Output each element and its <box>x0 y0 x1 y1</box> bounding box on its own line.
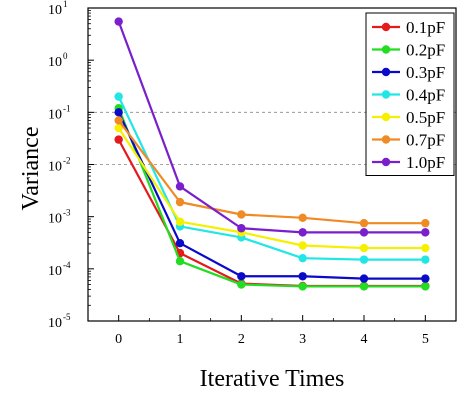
series-0-4pf-point <box>359 255 369 264</box>
series-0-4pf-point <box>298 253 307 263</box>
series-0-2pf-point <box>237 280 246 289</box>
series-0-3pf-point <box>421 274 430 283</box>
legend-swatch-marker <box>381 67 391 77</box>
axis-ticks <box>88 7 426 322</box>
y-tick-exponent: -5 <box>63 312 71 322</box>
y-tick-label: 10 -3 <box>48 208 71 227</box>
y-tick-base: 10 <box>48 264 62 279</box>
legend-swatch-marker <box>381 112 391 122</box>
series-0-7pf <box>114 116 430 228</box>
legend-entry-0-7pf: 0.7pF <box>372 131 445 150</box>
y-tick-label: 10 -5 <box>48 312 71 331</box>
series-0-3pf-point <box>359 274 369 283</box>
y-tick-base: 10 <box>48 316 62 331</box>
series-0-4pf-point <box>421 255 430 264</box>
series-1-0pf-point <box>298 228 307 237</box>
series-0-5pf-point <box>175 217 185 226</box>
series-0-7pf-point <box>114 116 123 125</box>
legend-entry-0-4pf: 0.4pF <box>372 86 445 105</box>
legend-swatch-marker <box>381 135 391 144</box>
x-tick-label: 5 <box>422 332 429 347</box>
series-1-0pf <box>114 17 430 237</box>
legend-label: 0.2pF <box>406 41 445 60</box>
series-0-3pf-point <box>114 108 123 117</box>
legend-label: 1.0pF <box>406 153 445 172</box>
series-0-2pf-point <box>175 257 185 266</box>
legend-swatch-marker <box>381 45 391 54</box>
y-tick-base: 10 <box>48 55 62 70</box>
legend-swatch-marker <box>381 22 391 32</box>
y-tick-base: 10 <box>48 107 62 122</box>
series-0-5pf-point <box>359 243 369 253</box>
legend-label: 0.5pF <box>406 108 445 127</box>
series-0-2pf <box>114 104 430 291</box>
x-tick-labels: 0 1 2 3 4 5 <box>115 332 429 347</box>
legend-entry-0-1pf: 0.1pF <box>372 18 445 37</box>
series-0-2pf-point <box>359 282 369 291</box>
series-0-2pf-line <box>117 107 426 288</box>
legend-label: 0.1pF <box>406 18 445 37</box>
y-tick-label: 10 1 <box>48 0 68 18</box>
legend: 0.1pF 0.2pF 0.3pF 0.4pF 0.5pF 0.7pF 1.0pF <box>365 12 455 176</box>
series-0-7pf-line <box>117 119 426 225</box>
series-0-7pf-point <box>237 210 246 219</box>
x-tick-label: 4 <box>361 332 368 347</box>
series-0-1pf-point <box>114 135 123 144</box>
x-tick-label: 1 <box>177 332 184 347</box>
y-tick-base: 10 <box>48 3 62 18</box>
series-0-3pf <box>114 108 430 283</box>
legend-swatch-marker <box>381 157 391 167</box>
series-0-5pf-line <box>117 127 426 250</box>
y-tick-exponent: -2 <box>63 156 71 166</box>
legend-label: 0.7pF <box>406 131 445 150</box>
y-axis-title: Variance <box>18 127 44 211</box>
legend-swatch-marker <box>381 90 391 99</box>
legend-label: 0.3pF <box>406 63 445 82</box>
legend-entry-1-0pf: 1.0pF <box>372 153 445 172</box>
x-tick-label: 2 <box>238 332 245 347</box>
y-tick-base: 10 <box>48 212 62 227</box>
series-0-5pf <box>114 123 430 253</box>
series-0-3pf-line <box>117 111 426 280</box>
y-tick-exponent: -1 <box>63 103 71 113</box>
series-0-5pf-point <box>114 123 123 133</box>
y-tick-label: 10 -4 <box>48 260 71 279</box>
series-1-0pf-line <box>117 21 426 234</box>
series-1-0pf-point <box>359 228 369 237</box>
y-tick-exponent: -3 <box>63 208 71 218</box>
series-1-0pf-point <box>421 228 430 237</box>
series-0-7pf-point <box>175 197 185 207</box>
series-0-2pf-point <box>421 282 430 291</box>
legend-label: 0.4pF <box>406 86 445 105</box>
y-tick-label: 10 -2 <box>48 156 71 175</box>
y-tick-base: 10 <box>48 160 62 175</box>
legend-entry-0-5pf: 0.5pF <box>372 108 445 127</box>
legend-entry-0-3pf: 0.3pF <box>372 63 445 82</box>
series-1-0pf-point <box>237 224 246 233</box>
y-tick-exponent: 1 <box>63 0 68 9</box>
data-series <box>114 17 430 291</box>
series-0-7pf-point <box>421 218 430 228</box>
x-tick-label: 0 <box>115 332 122 347</box>
legend-entry-0-2pf: 0.2pF <box>372 41 445 60</box>
series-0-5pf-point <box>298 241 307 250</box>
series-0-2pf-point <box>298 282 307 291</box>
series-0-3pf-point <box>237 272 246 281</box>
series-1-0pf-point <box>175 182 185 191</box>
series-0-3pf-point <box>298 272 307 281</box>
x-axis-title: Iterative Times <box>200 366 345 392</box>
y-tick-label: 10 -1 <box>48 103 71 122</box>
series-0-7pf-point <box>359 218 369 228</box>
series-0-4pf-point <box>114 92 123 101</box>
y-tick-exponent: 0 <box>63 51 68 61</box>
series-0-5pf-point <box>421 243 430 253</box>
y-tick-exponent: -4 <box>63 260 71 270</box>
series-0-7pf-point <box>298 213 307 223</box>
series-0-3pf-point <box>175 239 185 248</box>
x-tick-label: 3 <box>299 332 306 347</box>
series-1-0pf-point <box>114 17 123 26</box>
y-tick-label: 10 0 <box>48 51 68 70</box>
